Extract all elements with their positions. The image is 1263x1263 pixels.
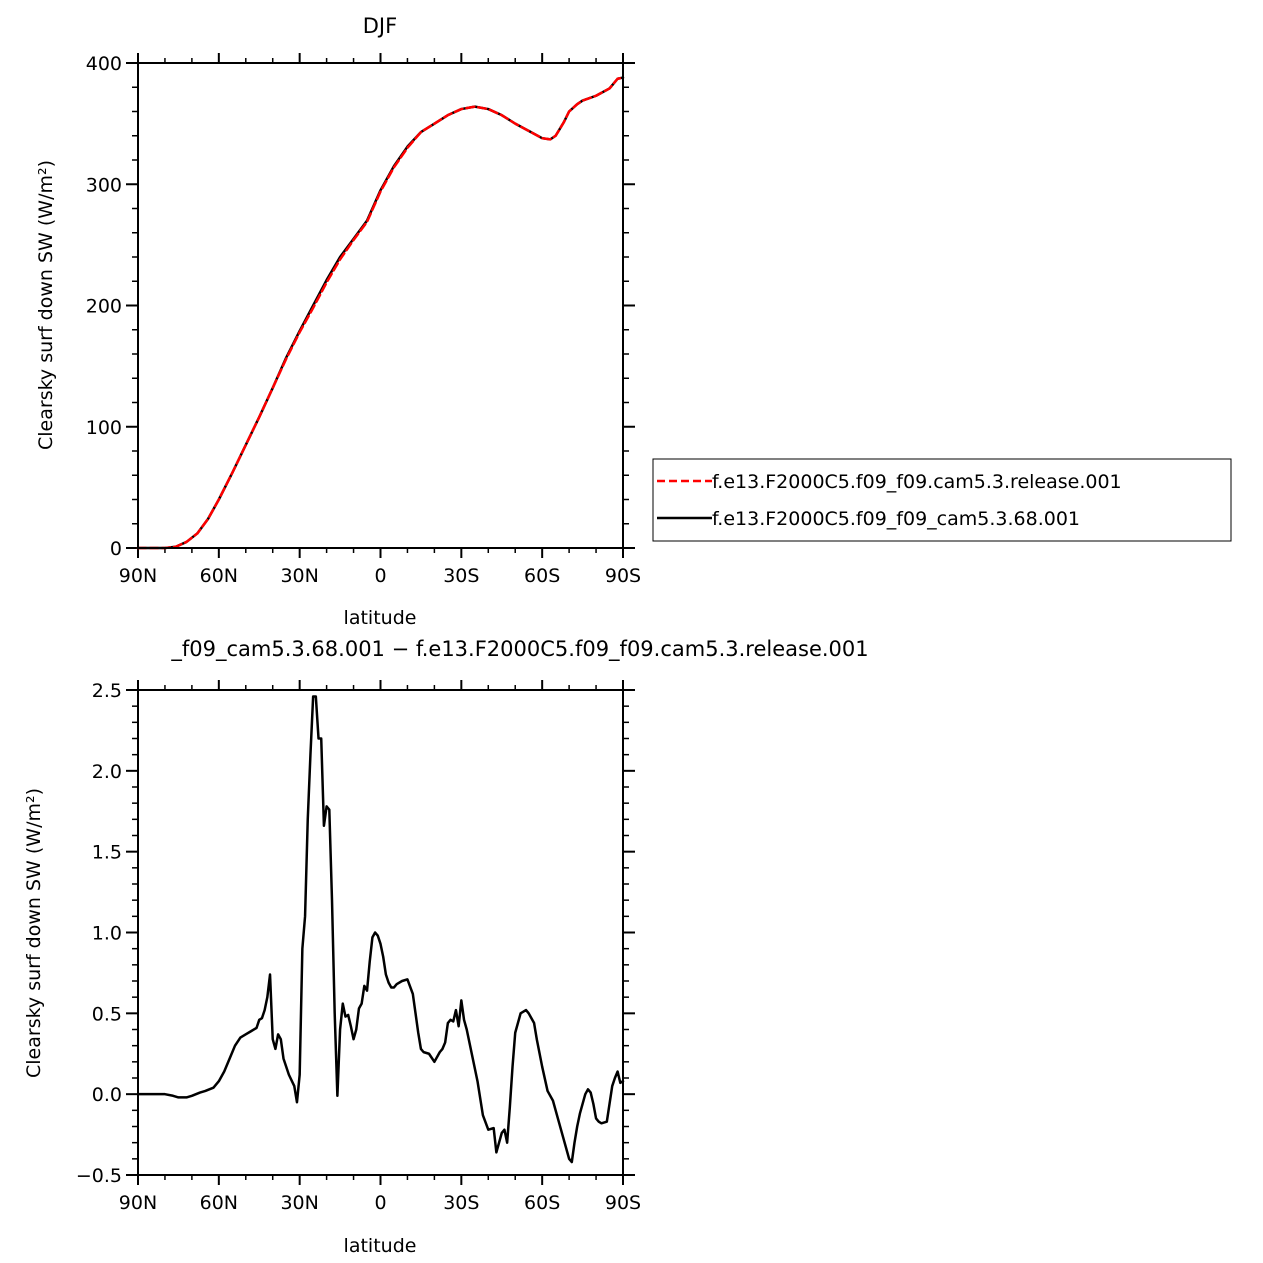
top-y-axis-label: Clearsky surf down SW (W/m²) xyxy=(35,160,57,450)
bottom-tick-marks xyxy=(126,680,635,1185)
top-panel: DJF 0 100 200 300 400 90N 60N 30N 0 30S 60S 90S la… xyxy=(35,14,641,629)
top-plot-frame xyxy=(137,62,624,549)
x-tick-label: 90N xyxy=(119,565,157,587)
bottom-x-tick-labels: 90N 60N 30N 0 30S 60S 90S xyxy=(119,1192,641,1214)
bottom-title: _f09_cam5.3.68.001 − f.e13.F2000C5.f09_f… xyxy=(170,637,868,662)
x-tick-label: 60S xyxy=(524,565,560,587)
y-tick-label: 1.0 xyxy=(92,923,122,945)
x-tick-label: 30N xyxy=(280,1192,318,1214)
x-tick-label: 90S xyxy=(605,565,641,587)
legend: f.e13.F2000C5.f09_f09.cam5.3.release.001… xyxy=(652,458,1232,542)
bottom-panel: _f09_cam5.3.68.001 − f.e13.F2000C5.f09_f… xyxy=(23,637,869,1257)
y-tick-label: 0.5 xyxy=(92,1003,122,1025)
bottom-series-line-0 xyxy=(136,695,625,1164)
x-tick-label: 30S xyxy=(443,565,479,587)
y-tick-label: −0.5 xyxy=(76,1165,122,1187)
x-tick-label: 30N xyxy=(280,565,318,587)
top-series-group xyxy=(136,76,625,550)
bottom-y-axis-label: Clearsky surf down SW (W/m²) xyxy=(23,788,45,1078)
y-tick-label: 0.0 xyxy=(92,1084,122,1106)
x-tick-label: 0 xyxy=(374,565,386,587)
x-tick-label: 90N xyxy=(119,1192,157,1214)
legend-label-release: f.e13.F2000C5.f09_f09.cam5.3.release.001 xyxy=(712,471,1122,493)
bottom-x-axis-label: latitude xyxy=(344,1235,417,1257)
x-tick-label: 90S xyxy=(605,1192,641,1214)
legend-label-68: f.e13.F2000C5.f09_f09_cam5.3.68.001 xyxy=(712,508,1080,530)
top-title: DJF xyxy=(363,14,397,38)
top-x-axis-label: latitude xyxy=(344,607,417,629)
top-series-line-0 xyxy=(136,76,625,550)
bottom-series-group xyxy=(136,695,625,1164)
y-tick-label: 100 xyxy=(86,417,122,439)
x-tick-label: 60N xyxy=(200,565,238,587)
y-tick-label: 1.5 xyxy=(92,842,122,864)
bottom-y-tick-labels: −0.5 0.0 0.5 1.0 1.5 2.0 2.5 xyxy=(76,680,122,1187)
y-tick-label: 2.0 xyxy=(92,761,122,783)
top-y-tick-labels: 0 100 200 300 400 xyxy=(86,53,122,560)
y-tick-label: 400 xyxy=(86,53,122,75)
x-tick-label: 0 xyxy=(374,1192,386,1214)
y-tick-label: 200 xyxy=(86,296,122,318)
top-series-line-1 xyxy=(136,76,625,550)
x-tick-label: 60N xyxy=(200,1192,238,1214)
y-tick-label: 300 xyxy=(86,174,122,196)
y-tick-label: 0 xyxy=(110,538,122,560)
x-tick-label: 60S xyxy=(524,1192,560,1214)
top-x-tick-labels: 90N 60N 30N 0 30S 60S 90S xyxy=(119,565,641,587)
legend-box xyxy=(652,458,1232,542)
x-tick-label: 30S xyxy=(443,1192,479,1214)
bottom-plot-frame xyxy=(137,689,624,1176)
y-tick-label: 2.5 xyxy=(92,680,122,702)
